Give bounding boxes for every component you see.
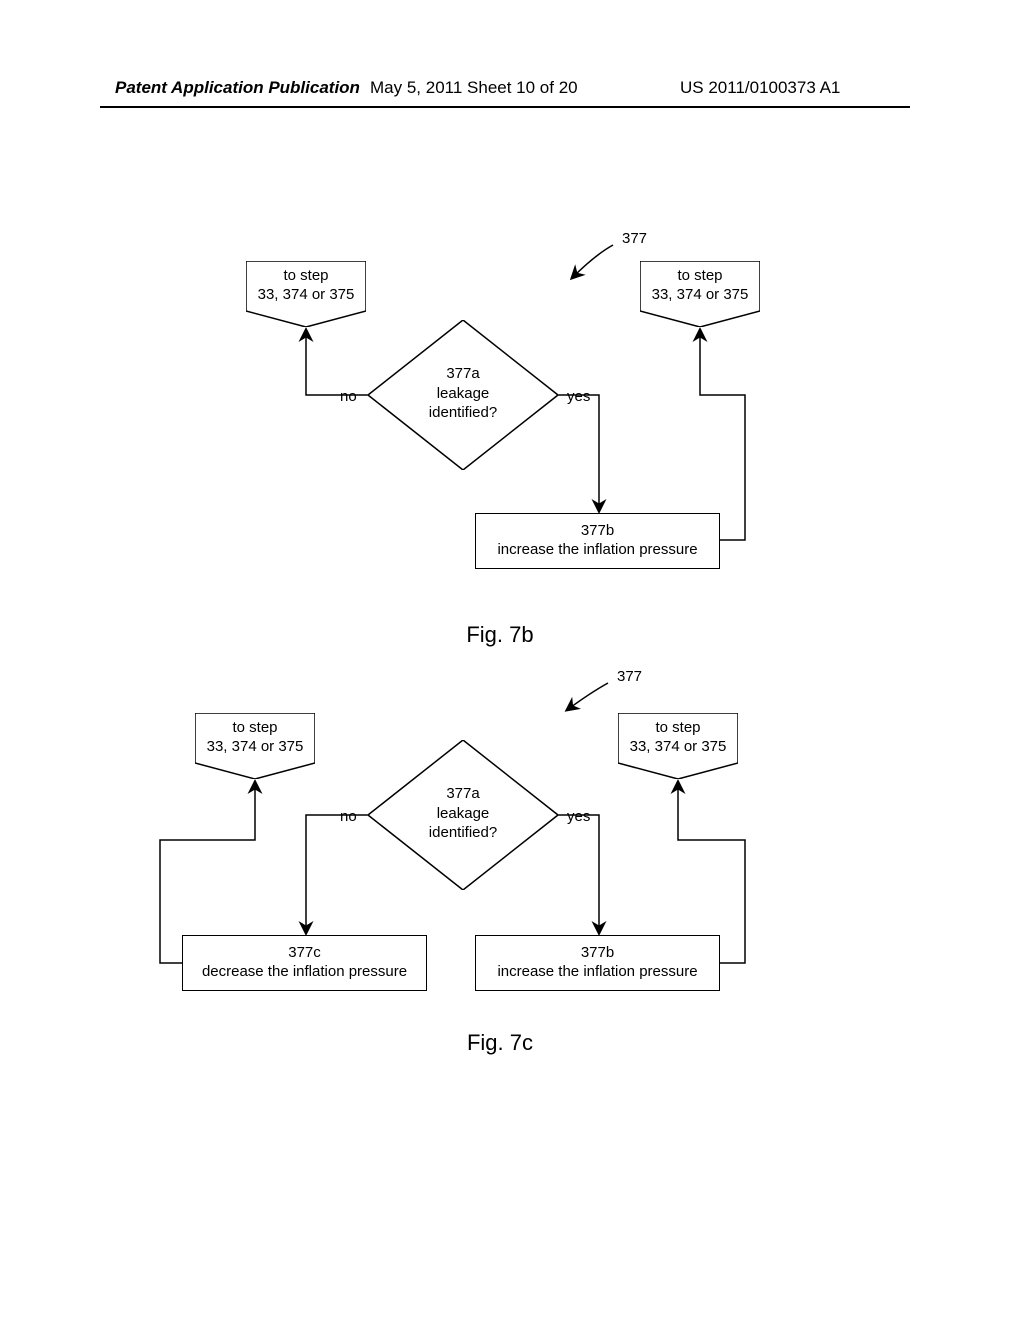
fig7b-offpage-right-l2: 33, 374 or 375 — [640, 286, 760, 305]
fig7b-decision: 377a leakage identified? — [368, 320, 558, 470]
fig7b-process-yes-id: 377b — [581, 522, 614, 541]
fig7c-yes-label: yes — [567, 808, 590, 825]
fig7b-decision-q1: leakage — [368, 384, 558, 404]
fig7c-no-label: no — [340, 808, 357, 825]
fig7c-process-no-text: decrease the inflation pressure — [202, 963, 407, 982]
fig7c-offpage-right: to step 33, 374 or 375 — [618, 713, 738, 779]
header-rule — [100, 106, 910, 108]
fig7b-offpage-right-l1: to step — [640, 267, 760, 286]
fig7b-process-yes: 377b increase the inflation pressure — [475, 513, 720, 569]
fig7c-offpage-right-l1: to step — [618, 719, 738, 738]
fig7c-ref-num: 377 — [617, 668, 642, 685]
fig7c-decision-q2: identified? — [368, 823, 558, 843]
header-center: May 5, 2011 Sheet 10 of 20 — [370, 78, 578, 98]
fig7b-decision-q2: identified? — [368, 403, 558, 423]
fig7c-process-yes: 377b increase the inflation pressure — [475, 935, 720, 991]
fig7c-process-no-id: 377c — [288, 944, 321, 963]
fig7c-offpage-left: to step 33, 374 or 375 — [195, 713, 315, 779]
page: Patent Application Publication May 5, 20… — [0, 0, 1024, 1320]
fig7c-offpage-right-l2: 33, 374 or 375 — [618, 738, 738, 757]
fig7b-offpage-left-l2: 33, 374 or 375 — [246, 286, 366, 305]
header-left: Patent Application Publication — [115, 78, 360, 98]
fig7c-connectors — [0, 0, 1024, 1320]
fig7c-decision-id: 377a — [368, 784, 558, 804]
fig7b-process-yes-text: increase the inflation pressure — [497, 541, 697, 560]
fig7b-offpage-left-l1: to step — [246, 267, 366, 286]
fig7c-process-yes-id: 377b — [581, 944, 614, 963]
fig7c-offpage-left-l1: to step — [195, 719, 315, 738]
fig7b-caption: Fig. 7b — [400, 622, 600, 648]
fig7b-decision-id: 377a — [368, 364, 558, 384]
fig7c-caption: Fig. 7c — [400, 1030, 600, 1056]
fig7b-offpage-right: to step 33, 374 or 375 — [640, 261, 760, 327]
fig7c-process-no: 377c decrease the inflation pressure — [182, 935, 427, 991]
fig7b-yes-label: yes — [567, 388, 590, 405]
fig7b-ref-num: 377 — [622, 230, 647, 247]
fig7c-offpage-left-l2: 33, 374 or 375 — [195, 738, 315, 757]
fig7c-decision: 377a leakage identified? — [368, 740, 558, 890]
fig7c-process-yes-text: increase the inflation pressure — [497, 963, 697, 982]
header-right: US 2011/0100373 A1 — [680, 78, 840, 98]
fig7b-no-label: no — [340, 388, 357, 405]
fig7c-decision-q1: leakage — [368, 804, 558, 824]
fig7b-offpage-left: to step 33, 374 or 375 — [246, 261, 366, 327]
